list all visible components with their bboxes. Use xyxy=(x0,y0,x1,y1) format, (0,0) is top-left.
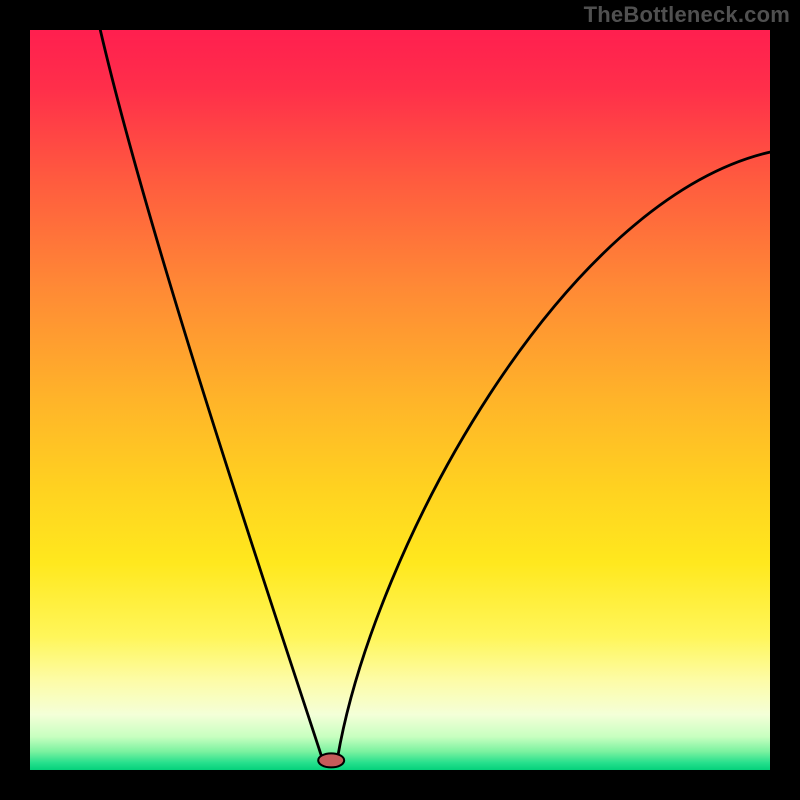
chart-gradient-background xyxy=(30,30,770,770)
optimum-marker xyxy=(318,753,344,767)
watermark-text: TheBottleneck.com xyxy=(584,2,790,28)
bottleneck-chart xyxy=(0,0,800,800)
